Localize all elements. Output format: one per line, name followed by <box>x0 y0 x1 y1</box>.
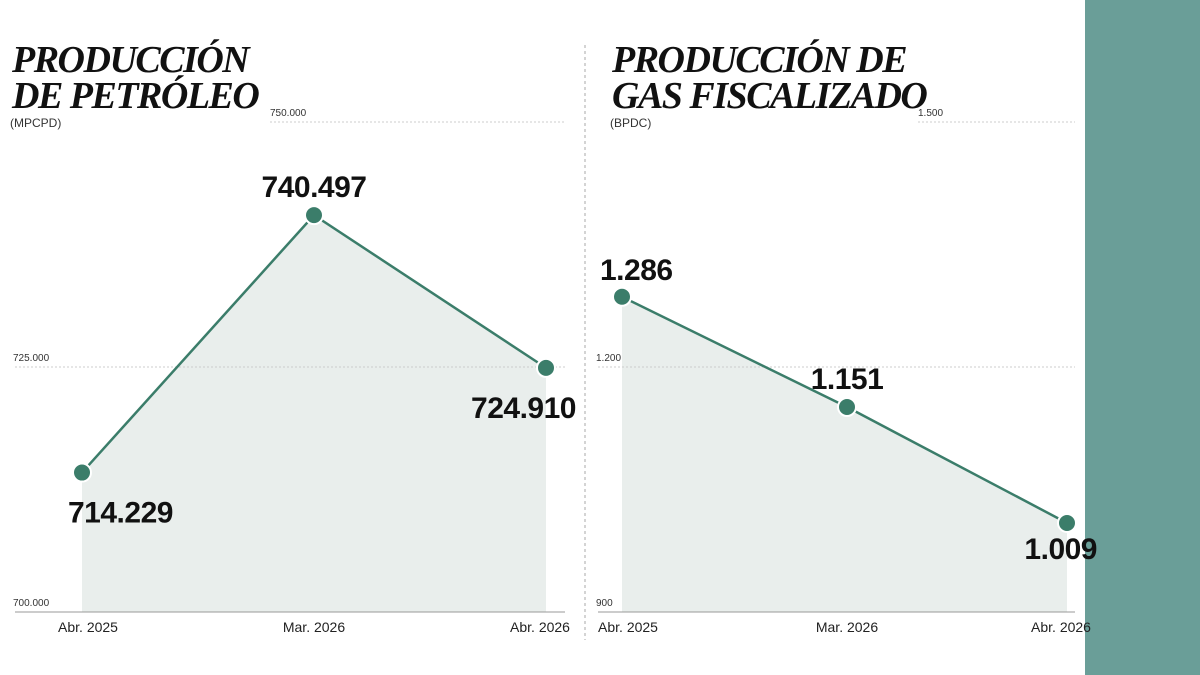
y-tick-label: 900 <box>596 598 613 609</box>
value-label: 1.286 <box>600 254 673 287</box>
y-tick-label: 1.500 <box>918 108 943 119</box>
chart-title: PRODUCCIÓN <box>11 39 251 81</box>
chart-title: PRODUCCIÓN DE <box>611 39 906 81</box>
y-tick-label: 1.200 <box>596 353 621 364</box>
value-label: 1.009 <box>1024 533 1097 566</box>
x-tick-label: Mar. 2026 <box>816 619 878 635</box>
side-band <box>1085 0 1200 675</box>
chart-subtitle: (BPDC) <box>610 116 651 130</box>
x-tick-label: Abr. 2025 <box>58 619 118 635</box>
point <box>837 397 857 418</box>
area <box>82 215 546 612</box>
y-tick-label: 700.000 <box>13 598 50 609</box>
area <box>622 296 1067 612</box>
point <box>72 462 92 483</box>
chart-title: DE PETRÓLEO <box>11 75 259 117</box>
value-label: 714.229 <box>68 497 173 530</box>
x-tick-label: Abr. 2026 <box>1031 619 1091 635</box>
point <box>1057 512 1077 533</box>
chart-subtitle: (MPCPD) <box>10 116 61 130</box>
chart-title: GAS FISCALIZADO <box>612 75 927 117</box>
point <box>304 205 324 226</box>
point <box>612 286 632 307</box>
x-tick-label: Abr. 2025 <box>598 619 658 635</box>
value-label: 724.910 <box>471 392 576 425</box>
point <box>536 357 556 378</box>
y-tick-label: 725.000 <box>13 353 50 364</box>
value-label: 1.151 <box>811 363 884 396</box>
x-tick-label: Mar. 2026 <box>283 619 345 635</box>
y-tick-label: 750.000 <box>270 108 307 119</box>
value-label: 740.497 <box>262 171 367 204</box>
x-tick-label: Abr. 2026 <box>510 619 570 635</box>
